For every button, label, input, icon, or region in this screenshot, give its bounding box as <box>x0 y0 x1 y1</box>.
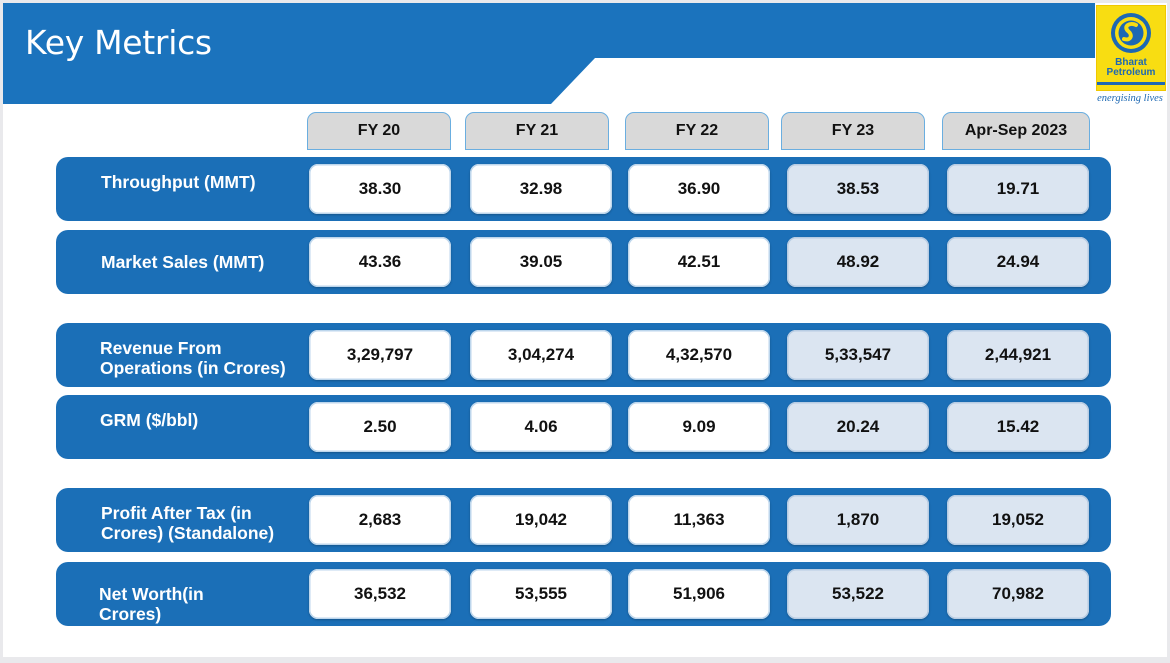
value-cell-fy22: 36.90 <box>628 164 770 214</box>
metric-label-line: Operations (in Crores) <box>100 358 286 378</box>
value-cell-fy20: 38.30 <box>309 164 451 214</box>
bpcl-emblem-icon <box>1111 13 1151 53</box>
slide: Key Metrics Bharat Petroleum energising … <box>3 3 1167 657</box>
metric-row-revenue: Revenue From Operations (in Crores) 3,29… <box>56 323 1111 387</box>
metric-label: GRM ($/bbl) <box>100 410 198 430</box>
value-cell-fy21: 19,042 <box>470 495 612 545</box>
metric-row-market-sales: Market Sales (MMT) 43.36 39.05 42.51 48.… <box>56 230 1111 294</box>
value-cell-apr-sep-2023: 19,052 <box>947 495 1089 545</box>
value-cell-fy22: 11,363 <box>628 495 770 545</box>
metric-label-line: GRM ($/bbl) <box>100 410 199 430</box>
metric-label: Market Sales (MMT) <box>101 252 264 272</box>
metric-label: Throughput (MMT) <box>101 172 256 192</box>
value-cell-apr-sep-2023: 24.94 <box>947 237 1089 287</box>
column-header-fy21: FY 21 <box>465 112 609 150</box>
value-cell-fy22: 42.51 <box>628 237 770 287</box>
value-cell-apr-sep-2023: 19.71 <box>947 164 1089 214</box>
metric-row-profit-after-tax: Profit After Tax (in Crores) (Standalone… <box>56 488 1111 552</box>
value-cell-apr-sep-2023: 15.42 <box>947 402 1089 452</box>
company-logo: Bharat Petroleum energising lives <box>1094 5 1166 105</box>
value-cell-fy20: 2.50 <box>309 402 451 452</box>
column-header-apr-sep-2023: Apr-Sep 2023 <box>942 112 1090 150</box>
column-header-fy22: FY 22 <box>625 112 769 150</box>
value-cell-apr-sep-2023: 2,44,921 <box>947 330 1089 380</box>
logo-tagline: energising lives <box>1097 93 1163 104</box>
logo-underline <box>1097 82 1165 85</box>
value-cell-fy20: 43.36 <box>309 237 451 287</box>
value-cell-fy20: 3,29,797 <box>309 330 451 380</box>
value-cell-fy21: 3,04,274 <box>470 330 612 380</box>
value-cell-fy23: 38.53 <box>787 164 929 214</box>
value-cell-fy23: 20.24 <box>787 402 929 452</box>
value-cell-fy23: 48.92 <box>787 237 929 287</box>
metric-label-line: Market Sales (MMT) <box>101 252 265 272</box>
value-cell-fy22: 4,32,570 <box>628 330 770 380</box>
logo-name: Bharat Petroleum <box>1097 58 1165 78</box>
metric-row-throughput: Throughput (MMT) 38.30 32.98 36.90 38.53… <box>56 157 1111 221</box>
metric-label-line: Crores) (Standalone) <box>101 523 275 543</box>
value-cell-fy22: 51,906 <box>628 569 770 619</box>
value-cell-apr-sep-2023: 70,982 <box>947 569 1089 619</box>
metric-label-line: Revenue From <box>100 338 222 358</box>
logo-box: Bharat Petroleum <box>1096 5 1166 91</box>
value-cell-fy20: 36,532 <box>309 569 451 619</box>
header-banner <box>3 3 1095 104</box>
value-cell-fy22: 9.09 <box>628 402 770 452</box>
metric-label-line: Crores) <box>99 604 162 624</box>
metric-label-line: Throughput (MMT) <box>101 172 256 192</box>
value-cell-fy23: 1,870 <box>787 495 929 545</box>
value-cell-fy21: 39.05 <box>470 237 612 287</box>
logo-name-line-1: Bharat <box>1115 57 1147 68</box>
metric-label: Profit After Tax (in Crores) (Standalone… <box>101 503 274 543</box>
metric-label: Net Worth(in Crores) <box>99 584 204 624</box>
metric-row-grm: GRM ($/bbl) 2.50 4.06 9.09 20.24 15.42 <box>56 395 1111 459</box>
value-cell-fy23: 5,33,547 <box>787 330 929 380</box>
metric-label: Revenue From Operations (in Crores) <box>100 338 286 378</box>
column-header-fy20: FY 20 <box>307 112 451 150</box>
value-cell-fy21: 32.98 <box>470 164 612 214</box>
column-header-fy23: FY 23 <box>781 112 925 150</box>
logo-name-line-2: Petroleum <box>1106 67 1156 78</box>
page-title: Key Metrics <box>25 23 212 62</box>
value-cell-fy20: 2,683 <box>309 495 451 545</box>
value-cell-fy21: 53,555 <box>470 569 612 619</box>
metric-label-line: Net Worth(in <box>99 584 204 604</box>
value-cell-fy23: 53,522 <box>787 569 929 619</box>
metric-label-line: Profit After Tax (in <box>101 503 252 523</box>
value-cell-fy21: 4.06 <box>470 402 612 452</box>
metric-row-net-worth: Net Worth(in Crores) 36,532 53,555 51,90… <box>56 562 1111 626</box>
